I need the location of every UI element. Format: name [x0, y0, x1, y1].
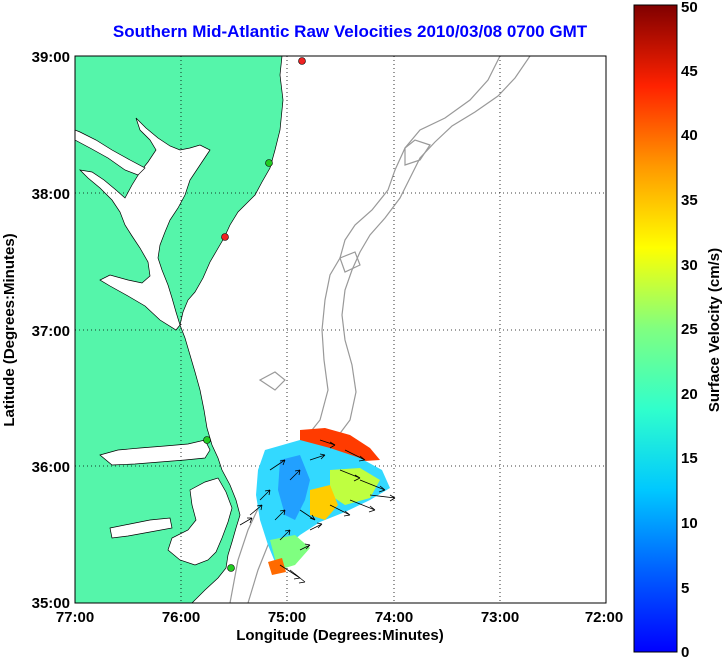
pamlico-sound: [167, 477, 233, 566]
colorbar-tick: 10: [681, 515, 698, 532]
colorbar-tick: 50: [681, 0, 698, 16]
colorbar-tick: 30: [681, 257, 698, 274]
x-axis-ticks: 77:00 76:00 75:00 74:00 73:00 72:00: [56, 609, 623, 626]
station-1[interactable]: [298, 57, 306, 65]
x-tick: 77:00: [56, 609, 94, 626]
chesapeake-bay: [78, 117, 211, 331]
colorbar-tick: 35: [681, 192, 698, 209]
y-tick: 36:00: [32, 459, 70, 476]
y-axis-ticks: 39:00 38:00 37:00 36:00 35:00: [32, 49, 70, 612]
colorbar-ticks: 0 5 10 15 20 25 30 35 40 45 50: [681, 0, 698, 659]
x-tick: 74:00: [375, 609, 413, 626]
x-tick: 75:00: [268, 609, 306, 626]
station-5[interactable]: [227, 564, 235, 572]
map-title: Southern Mid-Atlantic Raw Velocities 201…: [112, 22, 588, 41]
x-axis-label: Longitude (Degrees:Minutes): [236, 627, 444, 644]
y-tick: 39:00: [32, 49, 70, 66]
x-tick: 73:00: [481, 609, 519, 626]
colorbar-tick: 15: [681, 450, 698, 467]
colorbar-tick: 0: [681, 644, 689, 659]
y-tick: 35:00: [32, 595, 70, 612]
plot-border: [74, 55, 607, 604]
y-axis-label: Latitude (Degrees:Minutes): [1, 233, 18, 426]
station-3[interactable]: [221, 233, 229, 241]
colorbar-label: Surface Velocity (cm/s): [706, 248, 723, 412]
colorbar-tick: 5: [681, 580, 689, 597]
x-tick: 72:00: [585, 609, 623, 626]
velocity-field: [239, 428, 396, 584]
colorbar-tick: 40: [681, 127, 698, 144]
neuse-river: [109, 517, 173, 539]
stations: [203, 57, 306, 572]
station-2[interactable]: [265, 159, 273, 167]
colorbar: [633, 4, 678, 653]
potomac-river: [75, 129, 146, 176]
x-tick: 76:00: [162, 609, 200, 626]
albemarle-sound: [99, 439, 211, 466]
colorbar-tick: 20: [681, 386, 698, 403]
station-4[interactable]: [203, 436, 211, 444]
colorbar-tick: 25: [681, 321, 698, 338]
y-tick: 38:00: [32, 186, 70, 203]
y-tick: 37:00: [32, 323, 70, 340]
colorbar-tick: 45: [681, 63, 698, 80]
grid-lines: [75, 56, 606, 603]
